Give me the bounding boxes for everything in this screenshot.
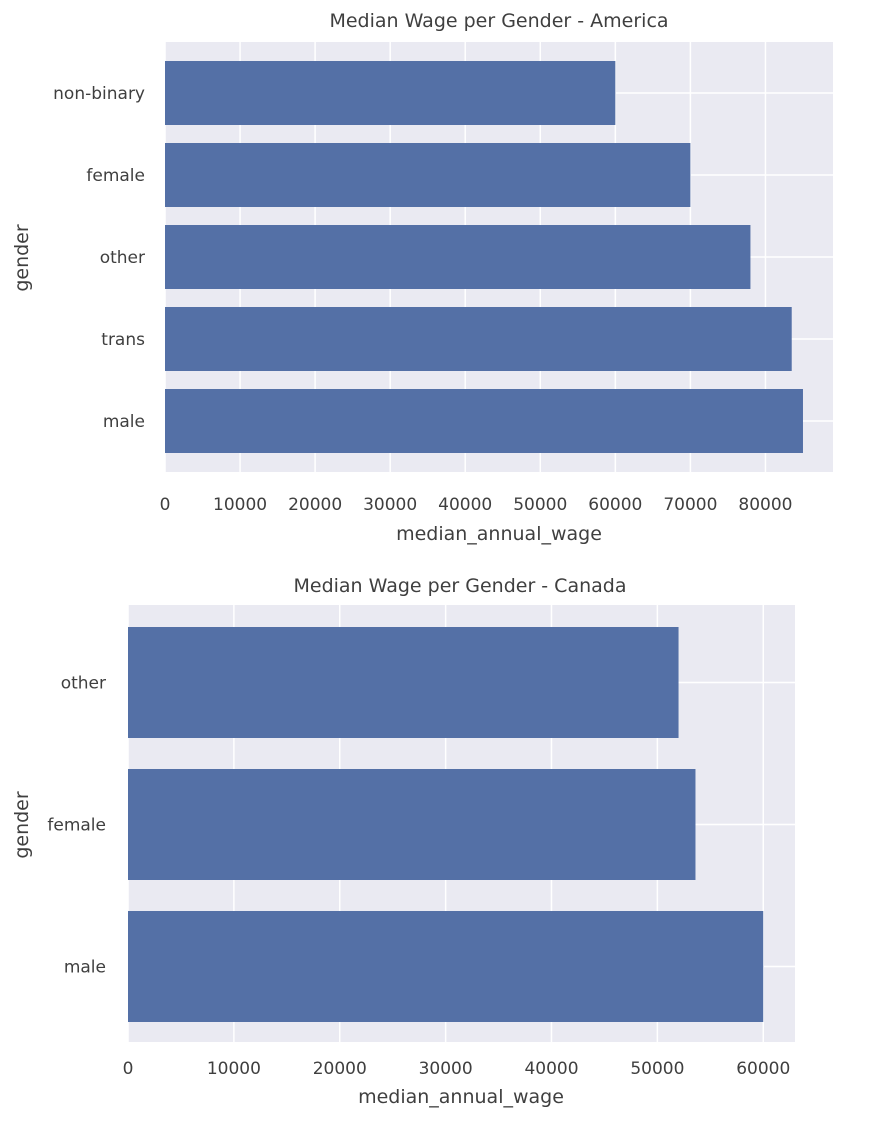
bar-male (165, 389, 803, 453)
y-tick-label: male (103, 412, 145, 432)
y-tick-labels: other female male (47, 674, 106, 978)
chart-canada: other female male 0 10000 20000 30000 40000 500… (11, 575, 795, 1108)
x-tick-label: 20000 (313, 1059, 367, 1079)
x-tick-labels: 0 10000 20000 30000 40000 50000 60000 70000 8000… (160, 495, 793, 515)
x-tick-label: 10000 (207, 1059, 261, 1079)
bar-other (128, 627, 679, 738)
chart-title: Median Wage per Gender - Canada (293, 575, 626, 597)
x-tick-label: 10000 (213, 495, 267, 515)
x-tick-labels: 0 10000 20000 30000 40000 50000 60000 (123, 1059, 791, 1079)
y-axis-label: gender (11, 224, 33, 292)
x-tick-label: 40000 (524, 1059, 578, 1079)
chart-america: non-binary female other trans male 0 10000 200… (11, 10, 833, 545)
bar-non-binary (165, 61, 616, 125)
y-tick-labels: non-binary female other trans male (53, 84, 145, 432)
x-tick-label: 50000 (630, 1059, 684, 1079)
y-tick-label: other (61, 674, 106, 694)
x-tick-label: 40000 (438, 495, 492, 515)
y-tick-label: male (64, 958, 106, 978)
x-tick-label: 70000 (663, 495, 717, 515)
y-tick-label: non-binary (53, 84, 145, 104)
bar-trans (165, 307, 792, 371)
y-tick-label: female (86, 166, 145, 186)
bar-male (128, 911, 764, 1022)
y-tick-label: other (100, 248, 145, 268)
x-tick-label: 50000 (513, 495, 567, 515)
x-tick-label: 30000 (363, 495, 417, 515)
y-axis-label: gender (11, 791, 33, 859)
y-tick-label: trans (101, 330, 145, 350)
bars (165, 61, 803, 453)
x-tick-label: 80000 (738, 495, 792, 515)
y-tick-label: female (47, 816, 106, 836)
bar-female (165, 143, 691, 207)
bar-other (165, 225, 751, 289)
x-tick-label: 60000 (736, 1059, 790, 1079)
x-axis-label: median_annual_wage (396, 523, 602, 545)
x-tick-label: 30000 (419, 1059, 473, 1079)
x-tick-label: 60000 (588, 495, 642, 515)
x-axis-label: median_annual_wage (358, 1086, 564, 1108)
bar-female (128, 769, 696, 880)
x-tick-label: 0 (123, 1059, 134, 1079)
x-tick-label: 0 (160, 495, 171, 515)
chart-title: Median Wage per Gender - America (329, 10, 668, 32)
bars (128, 627, 764, 1022)
x-tick-label: 20000 (288, 495, 342, 515)
